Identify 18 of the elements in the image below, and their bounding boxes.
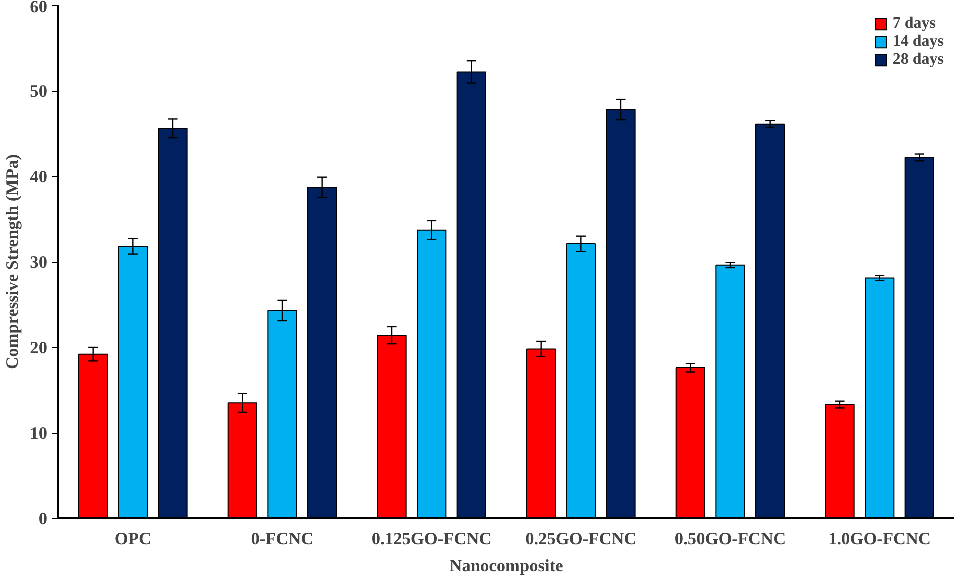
x-tick-label: 0.50GO-FCNC	[674, 530, 786, 548]
legend-label: 14 days	[892, 33, 944, 51]
y-tick-label: 30	[30, 253, 48, 272]
x-tick-label: 0-FCNC	[251, 530, 314, 548]
x-tick-label: 1.0GO-FCNC	[828, 530, 932, 548]
y-tick-label: 50	[30, 82, 48, 101]
y-tick-label: 20	[30, 338, 48, 358]
y-tick-label: 0	[38, 510, 48, 528]
y-tick-label: 40	[30, 168, 48, 186]
x-tick-label: 0.125GO-FCNC	[372, 530, 492, 548]
legend-label: 7 days	[892, 15, 936, 33]
y-axis-title: Compressive Strength (MPa)	[3, 154, 22, 370]
y-tick-label: 10	[30, 424, 48, 443]
x-axis-title: Nanocomposite	[450, 556, 564, 576]
y-tick-label: 60	[30, 0, 48, 16]
x-tick-label: 0.25GO-FCNC	[526, 530, 637, 548]
x-tick-label: OPC	[114, 530, 152, 548]
legend-label: 28 days	[892, 51, 944, 69]
